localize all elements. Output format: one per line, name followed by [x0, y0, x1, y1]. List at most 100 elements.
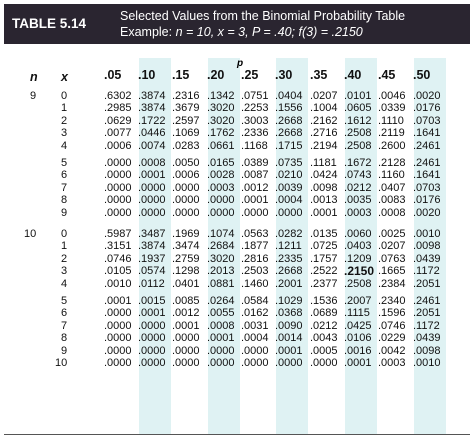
table-cell: .0003	[378, 357, 406, 369]
table-cell: .0000	[104, 319, 132, 332]
n-value: 10	[24, 228, 37, 240]
table-cell: .5987	[104, 228, 132, 240]
table-cell: .3020	[207, 102, 235, 115]
table-cell: .0000	[104, 157, 132, 169]
table-cell: .1536	[310, 295, 338, 307]
table-cell: .0090	[275, 319, 303, 332]
table-cell: .0000	[172, 194, 200, 207]
table-cell: .0735	[275, 157, 303, 169]
table-cell: .0050	[172, 157, 200, 169]
table-header: TABLE 5.14 Selected Values from the Bino…	[0, 0, 474, 46]
table-cell: .1004	[310, 102, 338, 115]
x-header: x	[61, 70, 68, 84]
table-cell: .1612	[344, 114, 372, 127]
table-cell: .0746	[104, 252, 132, 265]
table-cell: .0212	[344, 181, 372, 194]
table-cell: .2503	[241, 265, 269, 278]
p-column-header: .50	[413, 68, 431, 82]
table-cell: .2600	[378, 139, 406, 152]
table-cell: .0407	[378, 181, 406, 194]
column-shading	[345, 58, 377, 434]
caption-title: Selected Values from the Binomial Probab…	[120, 9, 406, 23]
table-cell: .0001	[138, 169, 166, 182]
table-cell: .0031	[241, 319, 269, 332]
table-cell: .0703	[413, 181, 441, 194]
n-header: n	[30, 70, 38, 84]
table-cell: .0083	[378, 194, 406, 207]
table-cell: .0725	[310, 240, 338, 253]
x-value: 7	[61, 181, 68, 194]
table-cell: .0746	[378, 319, 406, 332]
table-cell: .0162	[241, 307, 269, 320]
table-cell: .0000	[310, 357, 338, 369]
x-value: 3	[61, 127, 68, 140]
table-cell: .2007	[344, 295, 372, 307]
table-cell: .0000	[138, 357, 166, 369]
table-cell: .0106	[344, 332, 372, 345]
table-cell: .2759	[172, 252, 200, 265]
table-cell: .0176	[413, 194, 441, 207]
table-cell: .0112	[138, 277, 165, 290]
table-cell: .2816	[241, 252, 269, 265]
table-cell: .1762	[207, 127, 235, 140]
table-caption: Selected Values from the Binomial Probab…	[111, 4, 470, 44]
table-cell: .0439	[413, 332, 441, 345]
table-cell: .0020	[413, 206, 441, 219]
table-cell: .0135	[310, 228, 338, 240]
p-column-header: .05	[104, 68, 122, 82]
table-cell: .0743	[344, 169, 372, 182]
table-cell: .0210	[275, 169, 303, 182]
table-cell: .0000	[138, 344, 166, 357]
table-cell: .3874	[138, 102, 166, 115]
table-cell: .0046	[378, 90, 406, 102]
table-cell: .0000	[104, 332, 132, 345]
p-column-header: .40	[344, 68, 362, 82]
x-value: 5	[61, 157, 68, 169]
table-cell: .2668	[275, 265, 303, 278]
bottom-rule	[4, 434, 470, 435]
table-cell: .1596	[378, 307, 406, 320]
table-cell: .6302	[104, 90, 132, 102]
table-cell: .0001	[104, 295, 132, 307]
table-cell: .0028	[207, 169, 235, 182]
table-cell: .2522	[310, 265, 338, 278]
table-cell: .0605	[344, 102, 372, 115]
table-cell: .0584	[241, 295, 269, 307]
table-cell: .1168	[241, 139, 268, 152]
table-cell: .1181	[310, 157, 337, 169]
table-cell: .0264	[207, 295, 235, 307]
table-cell: .0000	[104, 344, 132, 357]
table-cell: .0881	[207, 277, 235, 290]
table-cell: .0000	[104, 307, 132, 320]
n-value: 9	[30, 90, 37, 102]
table-cell: .0000	[172, 357, 200, 369]
table-cell: .0339	[378, 102, 406, 115]
caption-example-prefix: Example:	[120, 25, 176, 39]
p-column-header: .30	[275, 68, 293, 82]
table-cell: .3474	[172, 240, 200, 253]
table-cell: .0389	[241, 157, 269, 169]
table-cell: .0006	[104, 139, 132, 152]
table-cell: .0446	[138, 127, 166, 140]
table-cell: .1209	[344, 252, 372, 265]
table-cell: .0000	[207, 194, 235, 207]
table-cell: .1115	[344, 307, 370, 320]
x-value: 9	[61, 206, 68, 219]
table-cell: .0014	[275, 332, 303, 345]
table-cell: .0368	[275, 307, 303, 320]
table-cell: .0008	[378, 206, 406, 219]
table-cell: .0424	[310, 169, 338, 182]
table-cell: .0085	[172, 295, 200, 307]
table-cell: .0055	[207, 307, 235, 320]
table-cell: .0000	[138, 319, 166, 332]
table-cell: .3020	[207, 252, 235, 265]
x-value: 3	[61, 265, 68, 278]
table-cell: .0000	[207, 344, 235, 357]
table-cell: .1069	[172, 127, 200, 140]
x-value: 9	[61, 344, 68, 357]
table-cell: .0098	[413, 344, 441, 357]
table-cell: .0043	[310, 332, 338, 345]
table-cell: .3151	[104, 240, 132, 253]
table-cell: .0000	[207, 206, 235, 219]
table-cell: .0001	[172, 319, 200, 332]
